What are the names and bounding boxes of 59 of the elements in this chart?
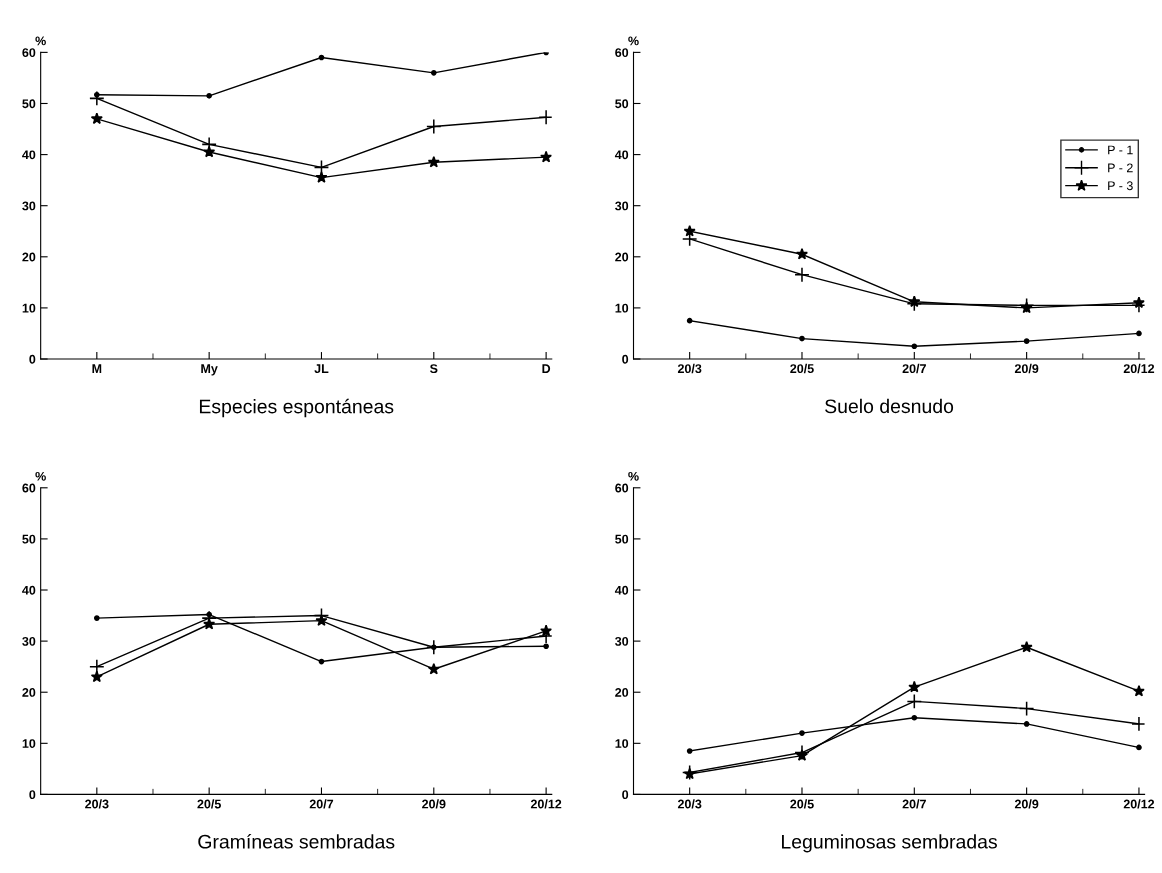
- x-tick-label: 20/7: [902, 363, 926, 374]
- y-tick-label: 60: [615, 48, 629, 58]
- y-tick-label: 30: [615, 201, 629, 211]
- legend-label: P - 1: [1108, 145, 1133, 155]
- y-tick-label: 40: [614, 150, 629, 160]
- y-axis-title: %: [628, 36, 639, 46]
- y-tick-label: 0: [622, 790, 629, 800]
- y-tick-label: 20: [22, 688, 36, 697]
- y-tick-label: 0: [29, 790, 36, 800]
- y-tick-label: 60: [22, 483, 36, 493]
- y-tick-label: 30: [22, 636, 36, 646]
- x-tick-label: 20/7: [309, 799, 334, 809]
- y-tick-label: 0: [29, 354, 36, 364]
- y-tick-label: 40: [22, 150, 36, 160]
- y-tick-label: 40: [22, 585, 36, 595]
- text: Gramíneas sembradas: [198, 834, 395, 849]
- text: Especies espontáneas: [199, 398, 394, 418]
- y-tick-label: 30: [22, 201, 36, 211]
- y-tick-label: 50: [22, 534, 36, 544]
- x-tick-label: 20/5: [790, 799, 814, 809]
- y-axis-title: %: [35, 471, 46, 481]
- y-tick-label: 20: [615, 252, 629, 262]
- x-tick-label: D: [542, 364, 551, 373]
- x-tick-label: 20/9: [1014, 799, 1039, 809]
- y-tick-label: 10: [615, 303, 629, 313]
- x-tick-label: 20/3: [677, 363, 702, 374]
- y-axis-title: %: [628, 471, 639, 481]
- y-axis-title: %: [35, 36, 46, 46]
- y-tick-label: 30: [615, 636, 629, 646]
- y-tick-label: 10: [22, 303, 36, 313]
- legend-label: P - 2: [1108, 163, 1133, 173]
- x-tick-label: 20/5: [197, 799, 221, 809]
- y-tick-label: 60: [22, 48, 36, 58]
- y-tick-label: 20: [22, 252, 36, 262]
- y-tick-label: 50: [615, 99, 629, 109]
- x-tick-label: 20/9: [422, 799, 446, 809]
- x-tick-label: 20/7: [902, 799, 926, 809]
- y-tick-label: 50: [615, 534, 629, 544]
- x-tick-label: S: [429, 364, 438, 374]
- x-tick-label: 20/5: [790, 363, 814, 374]
- x-tick-label: M: [92, 364, 102, 373]
- x-tick-label: 20/12: [530, 799, 562, 809]
- y-tick-label: 0: [622, 354, 629, 364]
- text: Leguminosas sembradas: [782, 834, 997, 853]
- y-tick-label: 10: [22, 739, 36, 748]
- x-tick-label: 20/12: [1123, 799, 1155, 809]
- legend-label: P - 3: [1108, 181, 1133, 191]
- x-tick-label: 20/12: [1123, 363, 1155, 374]
- y-tick-label: 50: [22, 99, 36, 109]
- y-tick-label: 60: [615, 483, 629, 493]
- y-tick-label: 40: [614, 585, 629, 595]
- x-tick-label: 20/9: [1014, 363, 1039, 374]
- x-tick-label: My: [201, 364, 218, 376]
- x-tick-label: JL: [314, 364, 329, 374]
- y-tick-label: 10: [615, 739, 629, 748]
- text: Suelo desnudo: [825, 398, 954, 414]
- y-tick-label: 20: [615, 688, 629, 697]
- x-tick-label: 20/3: [677, 799, 702, 809]
- x-tick-label: 20/3: [85, 799, 109, 809]
